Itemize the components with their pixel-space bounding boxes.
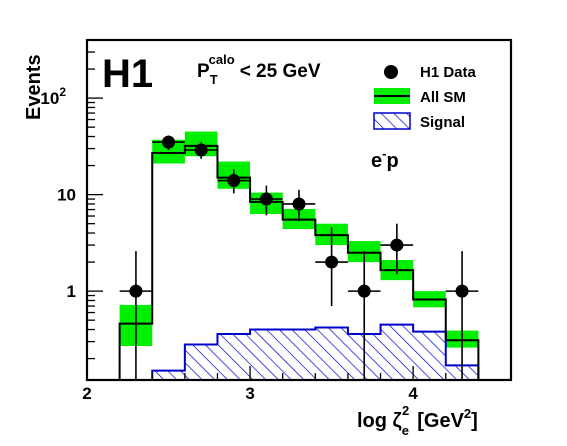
legend-label-sm: All SM <box>420 89 466 106</box>
signal-bin <box>380 324 414 380</box>
signal-group <box>119 323 480 381</box>
data-point <box>162 135 176 149</box>
data-point <box>390 238 404 252</box>
y-tick-label: 1 <box>67 282 76 301</box>
legend-data-marker <box>384 65 398 79</box>
cut-label: PTcalo< 25 GeV <box>197 52 321 87</box>
y-tick-label: 10 <box>57 186 76 205</box>
x-tick-label: 4 <box>408 384 418 403</box>
signal-bin <box>250 329 283 380</box>
signal-bin <box>413 331 446 380</box>
sm-band-bin <box>152 139 185 164</box>
data-point <box>455 284 469 298</box>
signal-bin <box>217 333 251 380</box>
y-axis-label: Events <box>23 54 45 120</box>
data-point <box>357 284 371 298</box>
legend-label-signal: Signal <box>420 114 465 131</box>
signal-bin <box>184 344 218 380</box>
data-point <box>129 284 143 298</box>
signal-bin <box>152 370 185 380</box>
experiment-label: H1 <box>102 52 153 96</box>
signal-bin <box>282 329 316 380</box>
legend-label-data: H1 Data <box>420 64 477 81</box>
data-point <box>194 143 208 157</box>
signal-bin <box>315 327 348 380</box>
x-tick-label: 3 <box>245 384 254 403</box>
data-point <box>325 255 339 269</box>
legend-signal-box <box>373 112 411 130</box>
legend: H1 Data All SM Signal <box>373 64 477 131</box>
data-point <box>292 197 306 211</box>
signal-outline <box>119 323 480 381</box>
data-point <box>227 174 241 188</box>
beam-label: e-p <box>371 146 399 172</box>
data-group <box>119 135 479 380</box>
x-axis-label: log ζe2 [GeV2] <box>357 403 478 438</box>
data-point <box>259 192 273 206</box>
x-tick-label: 2 <box>82 384 91 403</box>
